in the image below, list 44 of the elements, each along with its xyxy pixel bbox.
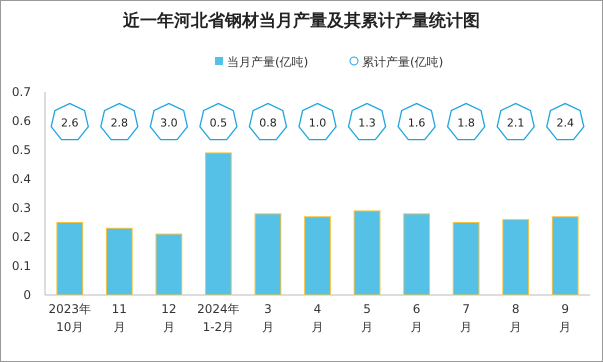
- bar: [304, 216, 331, 296]
- bar: [205, 152, 232, 296]
- x-tick-label: 4 月: [312, 302, 324, 334]
- x-tick-label: 11 月: [112, 302, 127, 334]
- bar: [403, 213, 430, 296]
- y-tick-label: 0.7: [12, 85, 31, 99]
- text: 0.5: [210, 116, 228, 130]
- y-tick-label: 0.2: [12, 230, 31, 244]
- bar: [106, 228, 133, 296]
- y-tick-label: 0.3: [12, 201, 31, 215]
- text: 1.8: [457, 116, 475, 130]
- y-tick-label: 0: [23, 288, 31, 302]
- x-tick-label: 2023年 10月: [48, 302, 92, 334]
- x-tick-label: 2024年 1-2月: [197, 302, 240, 334]
- bar: [56, 222, 84, 296]
- bar: [452, 222, 480, 296]
- text: 2.4: [556, 116, 574, 130]
- y-tick-label: 0.6: [12, 114, 31, 128]
- bar: [254, 213, 282, 296]
- bar: [502, 219, 530, 296]
- text: 0.8: [259, 116, 277, 130]
- text: 2.6: [61, 116, 79, 130]
- text: 1.3: [358, 116, 376, 130]
- chart-title: 近一年河北省钢材当月产量及其累计产量统计图: [122, 11, 480, 31]
- legend-label: 当月产量(亿吨): [227, 55, 308, 69]
- text: 1.0: [308, 116, 326, 130]
- x-tick-label: 6 月: [410, 302, 423, 334]
- x-tick-label: 8 月: [510, 302, 522, 334]
- legend-label: 累计产量(亿吨): [362, 55, 444, 69]
- bar: [155, 234, 182, 296]
- x-tick-label: 9 月: [559, 302, 572, 334]
- text: 1.6: [408, 116, 426, 130]
- text: 3.0: [160, 116, 178, 130]
- x-tick-label: 12 月: [161, 302, 177, 334]
- text: 2.8: [110, 116, 128, 130]
- x-tick-label: 7 月: [460, 302, 472, 334]
- bar: [354, 210, 380, 296]
- y-tick-label: 0.4: [12, 172, 31, 186]
- y-tick-label: 0.1: [12, 259, 31, 273]
- text: 2.1: [506, 116, 524, 130]
- bar: [552, 216, 579, 296]
- y-tick-label: 0.5: [12, 143, 31, 157]
- x-tick-label: 5 月: [361, 302, 374, 334]
- x-tick-label: 3 月: [262, 302, 274, 334]
